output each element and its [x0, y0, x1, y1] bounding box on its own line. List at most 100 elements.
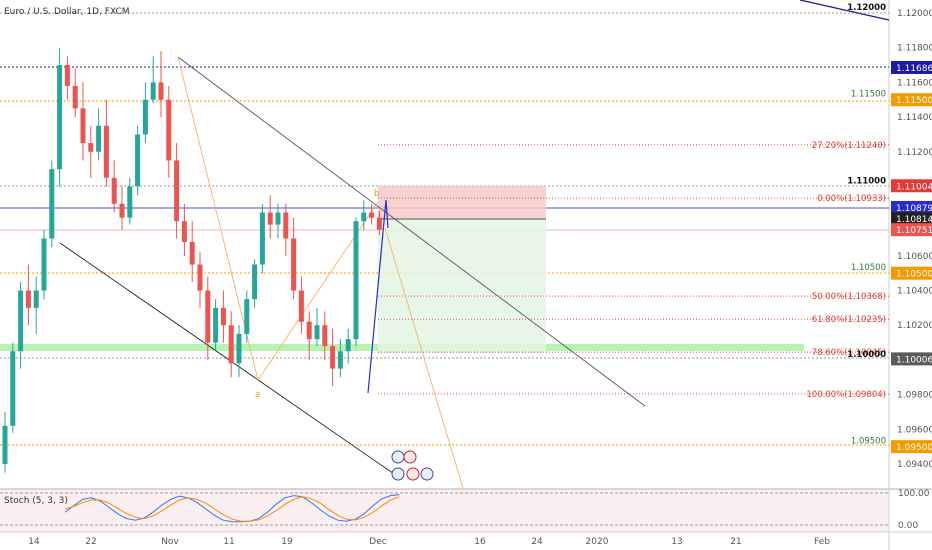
candle-body — [33, 290, 39, 308]
price-tag-label: 1.10500 — [896, 270, 932, 280]
price-tag: 1.11500 — [891, 93, 932, 107]
candle — [244, 290, 250, 343]
price-tag-label: 1.11500 — [896, 96, 932, 106]
candle — [10, 342, 16, 433]
level-label: 1.11000 — [847, 176, 886, 186]
candle — [57, 47, 63, 187]
level-label: 1.10500 — [851, 263, 886, 273]
candle-body — [283, 212, 289, 239]
fib-level-label: 0.00%(1.10933) — [817, 194, 886, 204]
level-label: 1.12000 — [847, 3, 886, 13]
candle — [213, 299, 219, 352]
pattern-leg-lines[interactable] — [177, 56, 379, 382]
event-flag-icon[interactable] — [391, 467, 405, 481]
pattern-point-b: b — [374, 189, 379, 199]
candle — [150, 56, 156, 104]
candle-body — [10, 351, 16, 426]
candle-body — [213, 307, 219, 343]
candle — [259, 203, 265, 274]
price-tag-box — [891, 352, 932, 366]
candle — [298, 276, 304, 334]
price-tag-box — [891, 266, 932, 280]
price-tag: 1.10879 — [891, 200, 932, 214]
level-label: 1.11500 — [851, 90, 886, 100]
pattern-point-a: a — [255, 390, 260, 400]
projection-line[interactable] — [384, 227, 464, 489]
candle — [142, 82, 148, 144]
time-tick-label: Feb — [814, 537, 830, 547]
event-flag-icon[interactable] — [420, 467, 434, 481]
candle — [291, 217, 297, 300]
long-term-trendline[interactable] — [799, 0, 890, 21]
price-tag-box — [891, 223, 932, 237]
symbol-header: Euro / U.S. Dollar, 1D, FXCM — [4, 7, 130, 17]
candle-body — [96, 125, 102, 152]
candle — [2, 411, 8, 473]
time-tick-label: 19 — [281, 537, 293, 547]
candle-body — [376, 217, 382, 230]
candle-body — [72, 85, 78, 109]
price-tick-label: 1.10200 — [897, 321, 932, 331]
candle-body — [369, 212, 375, 218]
candle — [283, 203, 289, 256]
candle-body — [2, 425, 8, 464]
fib-anchor-line[interactable] — [367, 199, 389, 394]
candle — [376, 210, 382, 236]
candle — [41, 229, 47, 300]
candle — [72, 68, 78, 118]
stoch-d-line — [64, 496, 400, 522]
time-axis-ticks: 14 22 Nov 11 19 Dec 16 24 2020 13 21 Feb — [28, 537, 830, 547]
event-flag-icon[interactable] — [406, 467, 420, 481]
candle-body — [306, 321, 312, 340]
price-tick-label: 1.12000 — [897, 9, 932, 19]
event-flag-icon[interactable] — [403, 450, 417, 464]
price-tick-label: 1.10400 — [897, 287, 932, 297]
economic-event-icons[interactable] — [391, 450, 434, 481]
time-tick-label: 16 — [474, 537, 486, 547]
candle-body — [150, 82, 156, 100]
price-tag-box — [891, 179, 932, 193]
upper-trendline[interactable] — [177, 56, 646, 407]
candle-body — [57, 65, 63, 170]
price-tag: 1.10751 — [891, 223, 932, 237]
candles — [2, 47, 382, 473]
candle — [18, 281, 24, 369]
candle-body — [220, 307, 226, 326]
candle — [220, 290, 226, 343]
candle-body — [127, 186, 133, 218]
candle-body — [291, 238, 297, 291]
candle — [228, 311, 234, 378]
fib-level-label: 78.60%(1.10045) — [812, 348, 886, 358]
candle-body — [244, 299, 250, 334]
price-tag-box — [891, 212, 932, 226]
candle-body — [275, 212, 281, 225]
candle-body — [18, 290, 24, 352]
candle-body — [64, 65, 70, 86]
lower-trendline[interactable] — [59, 242, 398, 477]
candle — [158, 51, 164, 118]
event-flag-icon[interactable] — [391, 450, 405, 464]
candle-body — [88, 143, 94, 152]
price-tag: 1.11686 — [891, 60, 932, 74]
price-tick-label: 1.11800 — [897, 44, 932, 54]
price-tag-label: 1.10751 — [896, 226, 932, 236]
price-tag-label: 1.10814 — [896, 215, 932, 225]
candle-body — [337, 351, 343, 369]
price-tag: 1.10814 — [891, 212, 932, 226]
candle — [25, 264, 31, 326]
candle — [236, 325, 242, 378]
candle-body — [119, 203, 125, 218]
price-tag-box — [891, 93, 932, 107]
time-tick-label: 13 — [671, 537, 682, 547]
time-tick-label: Nov — [161, 537, 179, 547]
candle — [197, 252, 203, 308]
price-tick-label: 1.09600 — [897, 425, 932, 435]
price-tag-label: 1.11004 — [896, 182, 932, 192]
price-tag-label: 1.10879 — [896, 204, 932, 214]
candle-body — [49, 169, 55, 239]
stoch-indicator-label: Stoch (5, 3, 3) — [4, 496, 68, 506]
time-tick-label: 22 — [85, 537, 96, 547]
candle — [64, 56, 70, 100]
candle — [353, 217, 359, 347]
